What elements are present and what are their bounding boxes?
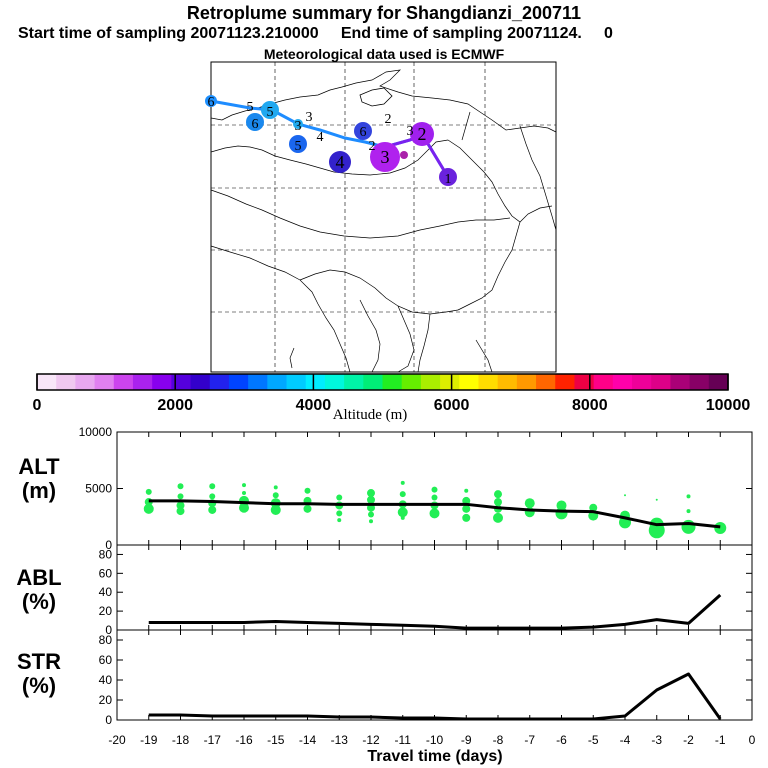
trajectory-marker-label: 3 xyxy=(306,110,313,125)
abl-panel-label: ABL (%) xyxy=(14,566,64,614)
str-panel-label: STR (%) xyxy=(14,650,64,698)
trajectory-marker-label: 3 xyxy=(295,119,302,134)
trajectory-marker-dot xyxy=(261,101,279,119)
trajectory-marker-dot xyxy=(354,122,372,140)
trajectory-marker-extra: 6 xyxy=(205,95,217,110)
trajectory-marker-extra: 3 xyxy=(306,110,313,125)
trajectory-marker-extra: 4 xyxy=(317,130,324,145)
trajectory-marker-extra: 2 xyxy=(385,112,392,127)
trajectory-marker: 6 xyxy=(246,113,264,132)
trajectory-marker: 4 xyxy=(329,151,351,173)
trajectory-marker-extra: 2 xyxy=(369,139,376,154)
trajectory-marker-label: 4 xyxy=(336,152,345,172)
trajectory-marker: 3 xyxy=(293,119,303,134)
trajectory-marker-label: 2 xyxy=(418,124,427,144)
trajectory-marker-label: 4 xyxy=(317,130,324,145)
trajectory-marker-label: 3 xyxy=(407,124,414,139)
map-coastline xyxy=(289,347,295,369)
colorbar-label: Altitude (m) xyxy=(332,407,408,423)
trajectory-marker: 1 xyxy=(439,168,457,187)
sampling-times: Start time of sampling 20071123.210000 E… xyxy=(18,25,613,42)
x-axis-label: Travel time (days) xyxy=(367,748,503,765)
met-data-note: Meteorological data used is ECMWF xyxy=(263,46,505,62)
abl-label: ABL xyxy=(16,565,62,590)
trajectory-marker-label: 2 xyxy=(385,112,392,127)
trajectory-marker-label: 2 xyxy=(369,139,376,154)
map-coastline xyxy=(447,139,553,223)
trajectory-marker-label: 1 xyxy=(445,172,452,187)
map-lake xyxy=(359,87,393,107)
trajectory-marker: 5 xyxy=(261,101,279,120)
trajectory-marker-dot xyxy=(439,168,457,186)
trajectory-marker-dot xyxy=(246,113,264,131)
map-coastline xyxy=(210,245,351,373)
trajectory-marker-label: 3 xyxy=(381,147,390,167)
map-coastline xyxy=(461,111,471,141)
alt-unit: (m) xyxy=(21,478,57,503)
trajectory-marker-dot xyxy=(205,95,217,107)
map-coastline xyxy=(359,299,381,373)
trajectory-marker-dot xyxy=(410,122,434,146)
trajectory-marker-extra: 5 xyxy=(247,100,254,115)
trajectory-marker-dot xyxy=(329,151,351,173)
map-coastline xyxy=(457,221,521,311)
map-coastline xyxy=(210,139,449,176)
map-coastline xyxy=(417,313,431,373)
abl-unit: (%) xyxy=(21,589,57,614)
str-label: STR xyxy=(17,649,61,674)
trajectory-marker-extra: 6 xyxy=(354,122,372,140)
map-coastline xyxy=(299,269,459,315)
alt-label: ALT xyxy=(18,454,60,479)
map-coastline xyxy=(519,125,557,231)
title: Retroplume summary for Shangdianzi_20071… xyxy=(186,3,582,23)
trajectory-marker-dot xyxy=(400,151,408,159)
map-coastline xyxy=(475,339,493,373)
trajectory-marker-dot xyxy=(293,119,303,129)
trajectory-marker: 2 xyxy=(410,122,434,146)
trajectory-marker-extra: 3 xyxy=(407,124,414,139)
trajectory-marker-label: 6 xyxy=(252,117,259,132)
trajectory-marker-label: 5 xyxy=(267,105,274,120)
trajectory-marker-dot xyxy=(289,135,307,153)
trajectory-marker-label: 6 xyxy=(360,125,367,140)
map-coastline xyxy=(397,305,415,373)
trajectory-marker: 3 xyxy=(370,142,400,172)
trajectory-marker-label: 5 xyxy=(247,100,254,115)
alt-panel-label: ALT (m) xyxy=(14,455,64,503)
trajectory-marker-dot xyxy=(370,142,400,172)
trajectory-marker-extra xyxy=(400,151,408,159)
trajectory-marker-label: 5 xyxy=(295,139,302,154)
trajectory-marker-label: 6 xyxy=(208,95,215,110)
map-coastline xyxy=(210,189,511,239)
str-unit: (%) xyxy=(21,673,57,698)
trajectory-marker: 5 xyxy=(289,135,307,154)
